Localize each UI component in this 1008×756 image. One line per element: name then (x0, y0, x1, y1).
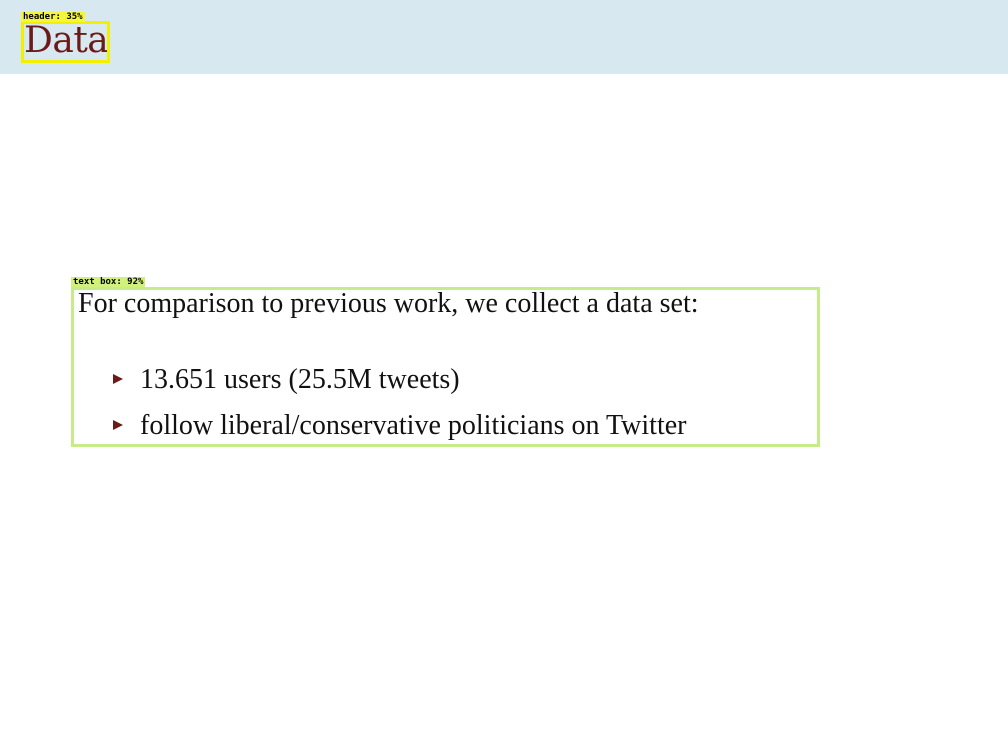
bullet-list: 13.651 users (25.5M tweets) follow liber… (108, 363, 687, 455)
header-detection-label: header: 35% (21, 12, 85, 22)
triangle-right-icon (113, 374, 123, 384)
header-band (0, 0, 1008, 74)
text-detection-box (71, 287, 820, 447)
slide-title: Data (24, 20, 109, 61)
triangle-right-icon (113, 420, 123, 430)
text-box-content: For comparison to previous work, we coll… (78, 287, 820, 441)
bullet-item: follow liberal/conservative politicians … (108, 409, 687, 455)
bullet-text: 13.651 users (25.5M tweets) (140, 364, 460, 395)
header-detection-box (21, 21, 110, 63)
bullet-text: follow liberal/conservative politicians … (140, 410, 687, 441)
intro-text: For comparison to previous work, we coll… (78, 288, 699, 319)
text-detection-label: text box: 92% (71, 277, 146, 287)
bullet-item: 13.651 users (25.5M tweets) (108, 363, 687, 409)
